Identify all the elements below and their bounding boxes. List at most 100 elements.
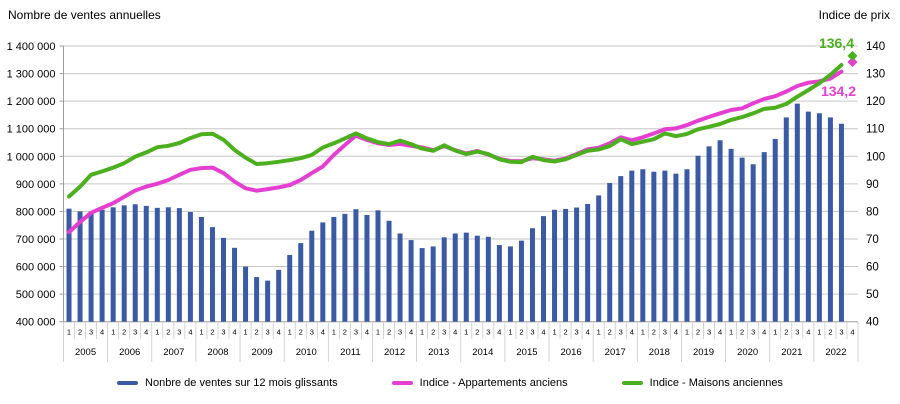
quarter-label: 3: [221, 328, 225, 337]
quarter-label: 4: [321, 328, 325, 337]
year-label: 2010: [296, 347, 317, 358]
sales-bar: [287, 254, 293, 322]
apartments-line-swatch: [391, 381, 413, 385]
quarter-label: 1: [817, 328, 821, 337]
sales-bar: [364, 215, 370, 322]
quarter-label: 3: [751, 328, 755, 337]
quarter-label: 4: [586, 328, 590, 337]
year-label: 2006: [119, 347, 140, 358]
quarter-label: 4: [674, 328, 678, 337]
sales-bar: [728, 148, 734, 322]
sales-bar: [88, 211, 94, 322]
sales-bar: [640, 169, 646, 322]
sales-bar: [121, 205, 127, 322]
year-label: 2009: [252, 347, 273, 358]
sales-bar: [408, 240, 414, 322]
quarter-label: 4: [718, 328, 722, 337]
sales-bar: [541, 216, 547, 322]
legend: Nonbre de ventes sur 12 mois glissants I…: [0, 377, 900, 389]
year-label: 2012: [384, 347, 405, 358]
year-label: 2011: [340, 347, 360, 358]
sales-bar: [761, 152, 767, 322]
quarter-label: 3: [575, 328, 579, 337]
apartments-diamond-marker: [847, 56, 858, 67]
quarter-label: 3: [133, 328, 137, 337]
year-label: 2019: [693, 347, 714, 358]
sales-bar: [518, 240, 524, 322]
left-axis-tick-label: 1 300 000: [7, 69, 56, 81]
quarter-label: 2: [387, 328, 391, 337]
quarter-label: 2: [608, 328, 612, 337]
sales-bar: [783, 117, 789, 322]
sales-bar: [254, 277, 260, 322]
year-label: 2014: [472, 347, 493, 358]
sales-bar: [209, 227, 215, 322]
sales-bar: [452, 233, 458, 322]
sales-bar: [331, 216, 337, 322]
quarter-label: 1: [641, 328, 645, 337]
year-label: 2018: [649, 347, 670, 358]
sales-bar: [507, 246, 513, 322]
sales-bar: [838, 123, 844, 322]
year-label: 2016: [561, 347, 582, 358]
sales-line-swatch: [117, 381, 139, 385]
quarter-label: 3: [354, 328, 358, 337]
quarter-label: 1: [597, 328, 601, 337]
legend-item-sales: Nonbre de ventes sur 12 mois glissants: [117, 377, 338, 389]
left-axis-tick-label: 1 200 000: [7, 96, 56, 108]
quarter-label: 2: [652, 328, 656, 337]
year-label: 2007: [163, 347, 184, 358]
sales-bar: [419, 248, 425, 322]
quarter-label: 2: [740, 328, 744, 337]
sales-bar: [176, 208, 182, 322]
quarter-label: 2: [519, 328, 523, 337]
right-axis-tick-label: 60: [866, 262, 879, 274]
right-axis-tick-label: 130: [866, 69, 885, 81]
sales-bar: [485, 236, 491, 322]
quarter-label: 4: [100, 328, 104, 337]
sales-bar: [794, 103, 800, 322]
sales-bar: [772, 138, 778, 322]
sales-bar: [750, 164, 756, 322]
sales-bar: [430, 246, 436, 322]
quarter-label: 3: [266, 328, 270, 337]
quarter-label: 1: [685, 328, 689, 337]
sales-bar: [496, 245, 502, 322]
quarter-label: 2: [475, 328, 479, 337]
sales-bar: [375, 210, 381, 322]
quarter-label: 3: [398, 328, 402, 337]
quarter-label: 4: [850, 328, 854, 337]
right-axis-tick-label: 40: [866, 317, 879, 329]
sales-bar: [739, 157, 745, 322]
sales-bar: [154, 207, 160, 322]
quarter-label: 2: [210, 328, 214, 337]
quarter-label: 4: [232, 328, 236, 337]
sales-bar: [77, 211, 83, 322]
sales-bar: [99, 209, 105, 322]
quarter-label: 3: [486, 328, 490, 337]
quarter-label: 4: [762, 328, 766, 337]
quarter-label: 1: [420, 328, 424, 337]
sales-bar: [684, 169, 690, 322]
quarter-label: 1: [773, 328, 777, 337]
sales-bar: [243, 266, 249, 322]
quarter-label: 1: [288, 328, 292, 337]
quarter-label: 4: [453, 328, 457, 337]
sales-bar: [165, 207, 171, 322]
quarter-label: 2: [784, 328, 788, 337]
legend-label-houses: Indice - Maisons anciennes: [649, 377, 783, 389]
quarter-label: 2: [696, 328, 700, 337]
left-axis-tick-label: 900 000: [16, 179, 56, 191]
sales-bar: [342, 213, 348, 322]
left-axis-tick-label: 1 400 000: [7, 41, 56, 53]
right-axis-title: Indice de prix: [818, 8, 890, 22]
quarter-label: 2: [343, 328, 347, 337]
quarter-label: 3: [530, 328, 534, 337]
sales-bar: [596, 195, 602, 322]
sales-bar: [309, 230, 315, 322]
quarter-label: 1: [376, 328, 380, 337]
quarter-label: 2: [255, 328, 259, 337]
sales-bar: [717, 140, 723, 322]
year-label: 2017: [605, 347, 626, 358]
